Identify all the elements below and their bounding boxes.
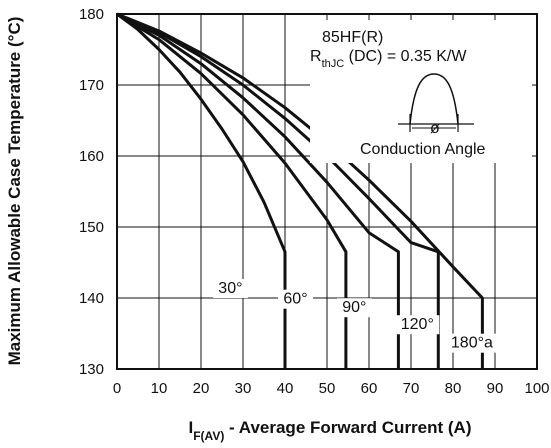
series-line — [116, 12, 440, 369]
x-axis-label-rest: - Average Forward Current (A) — [224, 418, 471, 437]
x-tick-label: 30 — [235, 380, 252, 397]
series-line — [116, 12, 287, 369]
series-label: 30° — [218, 280, 242, 297]
device-label: 85HF(R) — [322, 29, 383, 46]
x-axis-label: IF(AV) - Average Forward Current (A) — [188, 418, 471, 443]
series-label: 180°a — [451, 335, 493, 352]
x-tick-label: 90 — [487, 380, 504, 397]
series-label: 120° — [401, 316, 434, 333]
y-tick-label: 140 — [79, 290, 104, 307]
y-tick-label: 160 — [79, 148, 104, 165]
y-tick-labels: 130 140 150 160 170 180 — [79, 6, 104, 378]
rth-main: R — [310, 48, 322, 65]
x-axis-label-main: I — [188, 418, 193, 437]
series-line — [116, 12, 348, 369]
y-tick-label: 170 — [79, 77, 104, 94]
plot-frame — [116, 13, 538, 370]
x-tick-label: 70 — [403, 380, 420, 397]
annotation-background — [310, 20, 532, 163]
x-tick-label: 40 — [277, 380, 294, 397]
conduction-angle-waveform-icon — [398, 73, 474, 132]
series-line — [116, 12, 400, 369]
thermal-resistance-label: RthJC (DC) = 0.35 K/W — [310, 48, 467, 70]
series-label-background — [212, 279, 248, 299]
y-tick-label: 150 — [79, 219, 104, 236]
x-axis-label-subscript: F(AV) — [193, 429, 224, 443]
conduction-angle-caption: Conduction Angle — [360, 141, 486, 158]
x-tick-label: 80 — [445, 380, 462, 397]
series-labels: 30° 60° 90° 120° 180°a — [212, 279, 499, 353]
series-label-background — [278, 289, 313, 309]
x-tick-label: 100 — [524, 380, 549, 397]
rth-subscript: thJC — [322, 58, 345, 70]
series-label-background — [336, 298, 372, 318]
x-tick-label: 0 — [113, 380, 121, 397]
waveform-half-sine — [409, 73, 459, 125]
series-label-background — [395, 315, 440, 335]
y-tick-label: 180 — [79, 6, 104, 23]
y-axis-label: Maximum Allowable Case Temperature (°C) — [5, 17, 24, 366]
rth-rest: (DC) = 0.35 K/W — [344, 48, 467, 65]
series-label: 60° — [283, 291, 307, 308]
x-tick-label: 20 — [193, 380, 210, 397]
series-label-background — [445, 333, 499, 353]
x-tick-label: 50 — [319, 380, 336, 397]
y-tick-label: 130 — [79, 361, 104, 378]
phi-symbol: ø — [430, 120, 440, 137]
x-tick-labels: 0 10 20 30 40 50 60 70 80 90 100 — [113, 380, 550, 397]
x-tick-label: 60 — [361, 380, 378, 397]
series-label: 90° — [342, 299, 366, 316]
x-tick-label: 10 — [151, 380, 168, 397]
